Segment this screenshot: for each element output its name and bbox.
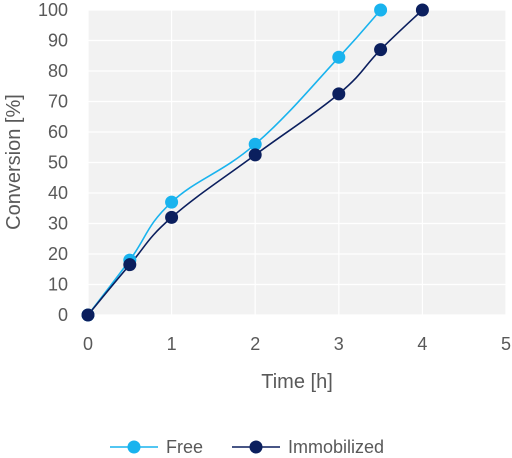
x-tick-label: 2 bbox=[250, 334, 260, 354]
y-tick-label: 90 bbox=[48, 31, 68, 51]
data-point bbox=[248, 137, 262, 151]
legend-marker bbox=[127, 440, 141, 454]
data-point bbox=[248, 148, 262, 162]
x-tick-label: 3 bbox=[334, 334, 344, 354]
y-tick-labels: 0 10 20 30 40 50 60 70 80 90 100 bbox=[38, 0, 68, 325]
y-tick-label: 10 bbox=[48, 275, 68, 295]
legend-marker bbox=[249, 440, 263, 454]
x-tick-labels: 0 1 2 3 4 5 bbox=[83, 334, 511, 354]
y-tick-label: 30 bbox=[48, 214, 68, 234]
data-point bbox=[165, 195, 179, 209]
data-point bbox=[81, 308, 95, 322]
data-point bbox=[123, 258, 137, 272]
y-tick-label: 100 bbox=[38, 0, 68, 20]
legend-label: Free bbox=[166, 437, 203, 457]
data-point bbox=[374, 43, 388, 57]
x-tick-label: 5 bbox=[501, 334, 511, 354]
x-tick-label: 1 bbox=[167, 334, 177, 354]
data-point bbox=[374, 3, 388, 17]
data-point bbox=[415, 3, 429, 17]
y-tick-label: 20 bbox=[48, 244, 68, 264]
data-point bbox=[332, 87, 346, 101]
y-tick-label: 0 bbox=[58, 305, 68, 325]
data-point bbox=[332, 50, 346, 64]
x-tick-label: 0 bbox=[83, 334, 93, 354]
y-tick-label: 50 bbox=[48, 153, 68, 173]
x-tick-label: 4 bbox=[417, 334, 427, 354]
data-point bbox=[165, 210, 179, 224]
x-axis-title: Time [h] bbox=[261, 371, 333, 393]
series-points bbox=[81, 3, 429, 322]
y-tick-label: 60 bbox=[48, 122, 68, 142]
gridlines bbox=[87, 9, 507, 316]
legend-label: Immobilized bbox=[288, 437, 384, 457]
y-tick-label: 40 bbox=[48, 183, 68, 203]
y-tick-label: 70 bbox=[48, 92, 68, 112]
legend: Free Immobilized bbox=[110, 437, 384, 457]
y-axis-title: Conversion [%] bbox=[3, 94, 25, 230]
y-tick-label: 80 bbox=[48, 61, 68, 81]
